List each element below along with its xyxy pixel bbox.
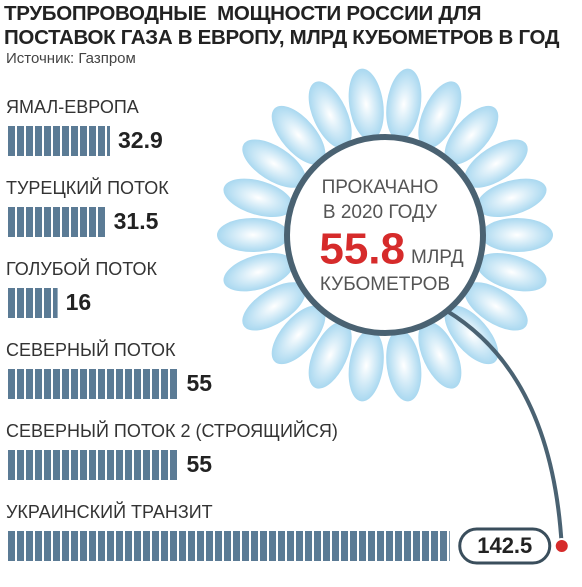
category-label: ЯМАЛ-ЕВРОПА: [6, 97, 139, 117]
bar: [8, 531, 450, 561]
petal: [418, 81, 462, 149]
value-label: 55: [187, 370, 213, 396]
petal: [223, 178, 294, 218]
bar: [8, 450, 179, 480]
petal: [464, 282, 528, 331]
petal: [476, 252, 547, 292]
petal: [308, 321, 352, 389]
petal: [464, 139, 528, 188]
category-label: ГОЛУБОЙ ПОТОК: [6, 258, 157, 279]
annotation-value: 55.8: [319, 225, 405, 274]
annotation-text: В 2020 ГОДУ: [323, 202, 438, 223]
value-badge: [458, 527, 552, 565]
category-label: ТУРЕЦКИЙ ПОТОК: [6, 177, 169, 198]
petal: [481, 218, 553, 252]
value-label: 32.9: [118, 127, 163, 153]
value-label: 142.5: [477, 533, 532, 558]
petal: [348, 68, 384, 141]
petal: [476, 178, 547, 218]
highlight-circle: [284, 134, 486, 336]
bar: [8, 207, 106, 237]
petal: [242, 282, 306, 331]
bar: [8, 369, 179, 399]
annotation-text: МЛРД: [411, 247, 464, 268]
value-label: 31.5: [114, 208, 159, 234]
category-label: СЕВЕРНЫЙ ПОТОК: [6, 339, 176, 360]
petal: [418, 321, 462, 389]
category-label: СЕВЕРНЫЙ ПОТОК 2 (СТРОЯЩИЙСЯ): [6, 420, 338, 441]
category-label: УКРАИНСКИЙ ТРАНЗИТ: [6, 501, 213, 522]
marker-dot: [553, 538, 570, 554]
petal: [386, 68, 422, 141]
petal: [348, 329, 384, 402]
value-label: 55: [187, 451, 213, 477]
annotation-text: КУБОМЕТРОВ: [320, 274, 450, 295]
chart-subtitle: Источник: Газпром: [6, 50, 136, 67]
chart-title: ТРУБОПРОВОДНЫЕ МОЩНОСТИ РОССИИ ДЛЯ ПОСТА…: [4, 2, 560, 49]
petal: [444, 105, 499, 165]
petal: [308, 81, 352, 149]
petal: [386, 329, 422, 402]
value-label: 16: [66, 289, 92, 315]
petal: [271, 305, 326, 365]
petal: [271, 105, 326, 165]
bar: [8, 288, 58, 318]
petal: [223, 252, 294, 292]
petal: [217, 218, 289, 252]
connector: [445, 309, 564, 547]
annotation-text: ПРОКАЧАНО: [322, 177, 439, 198]
petal: [242, 139, 306, 188]
bar: [8, 126, 110, 156]
